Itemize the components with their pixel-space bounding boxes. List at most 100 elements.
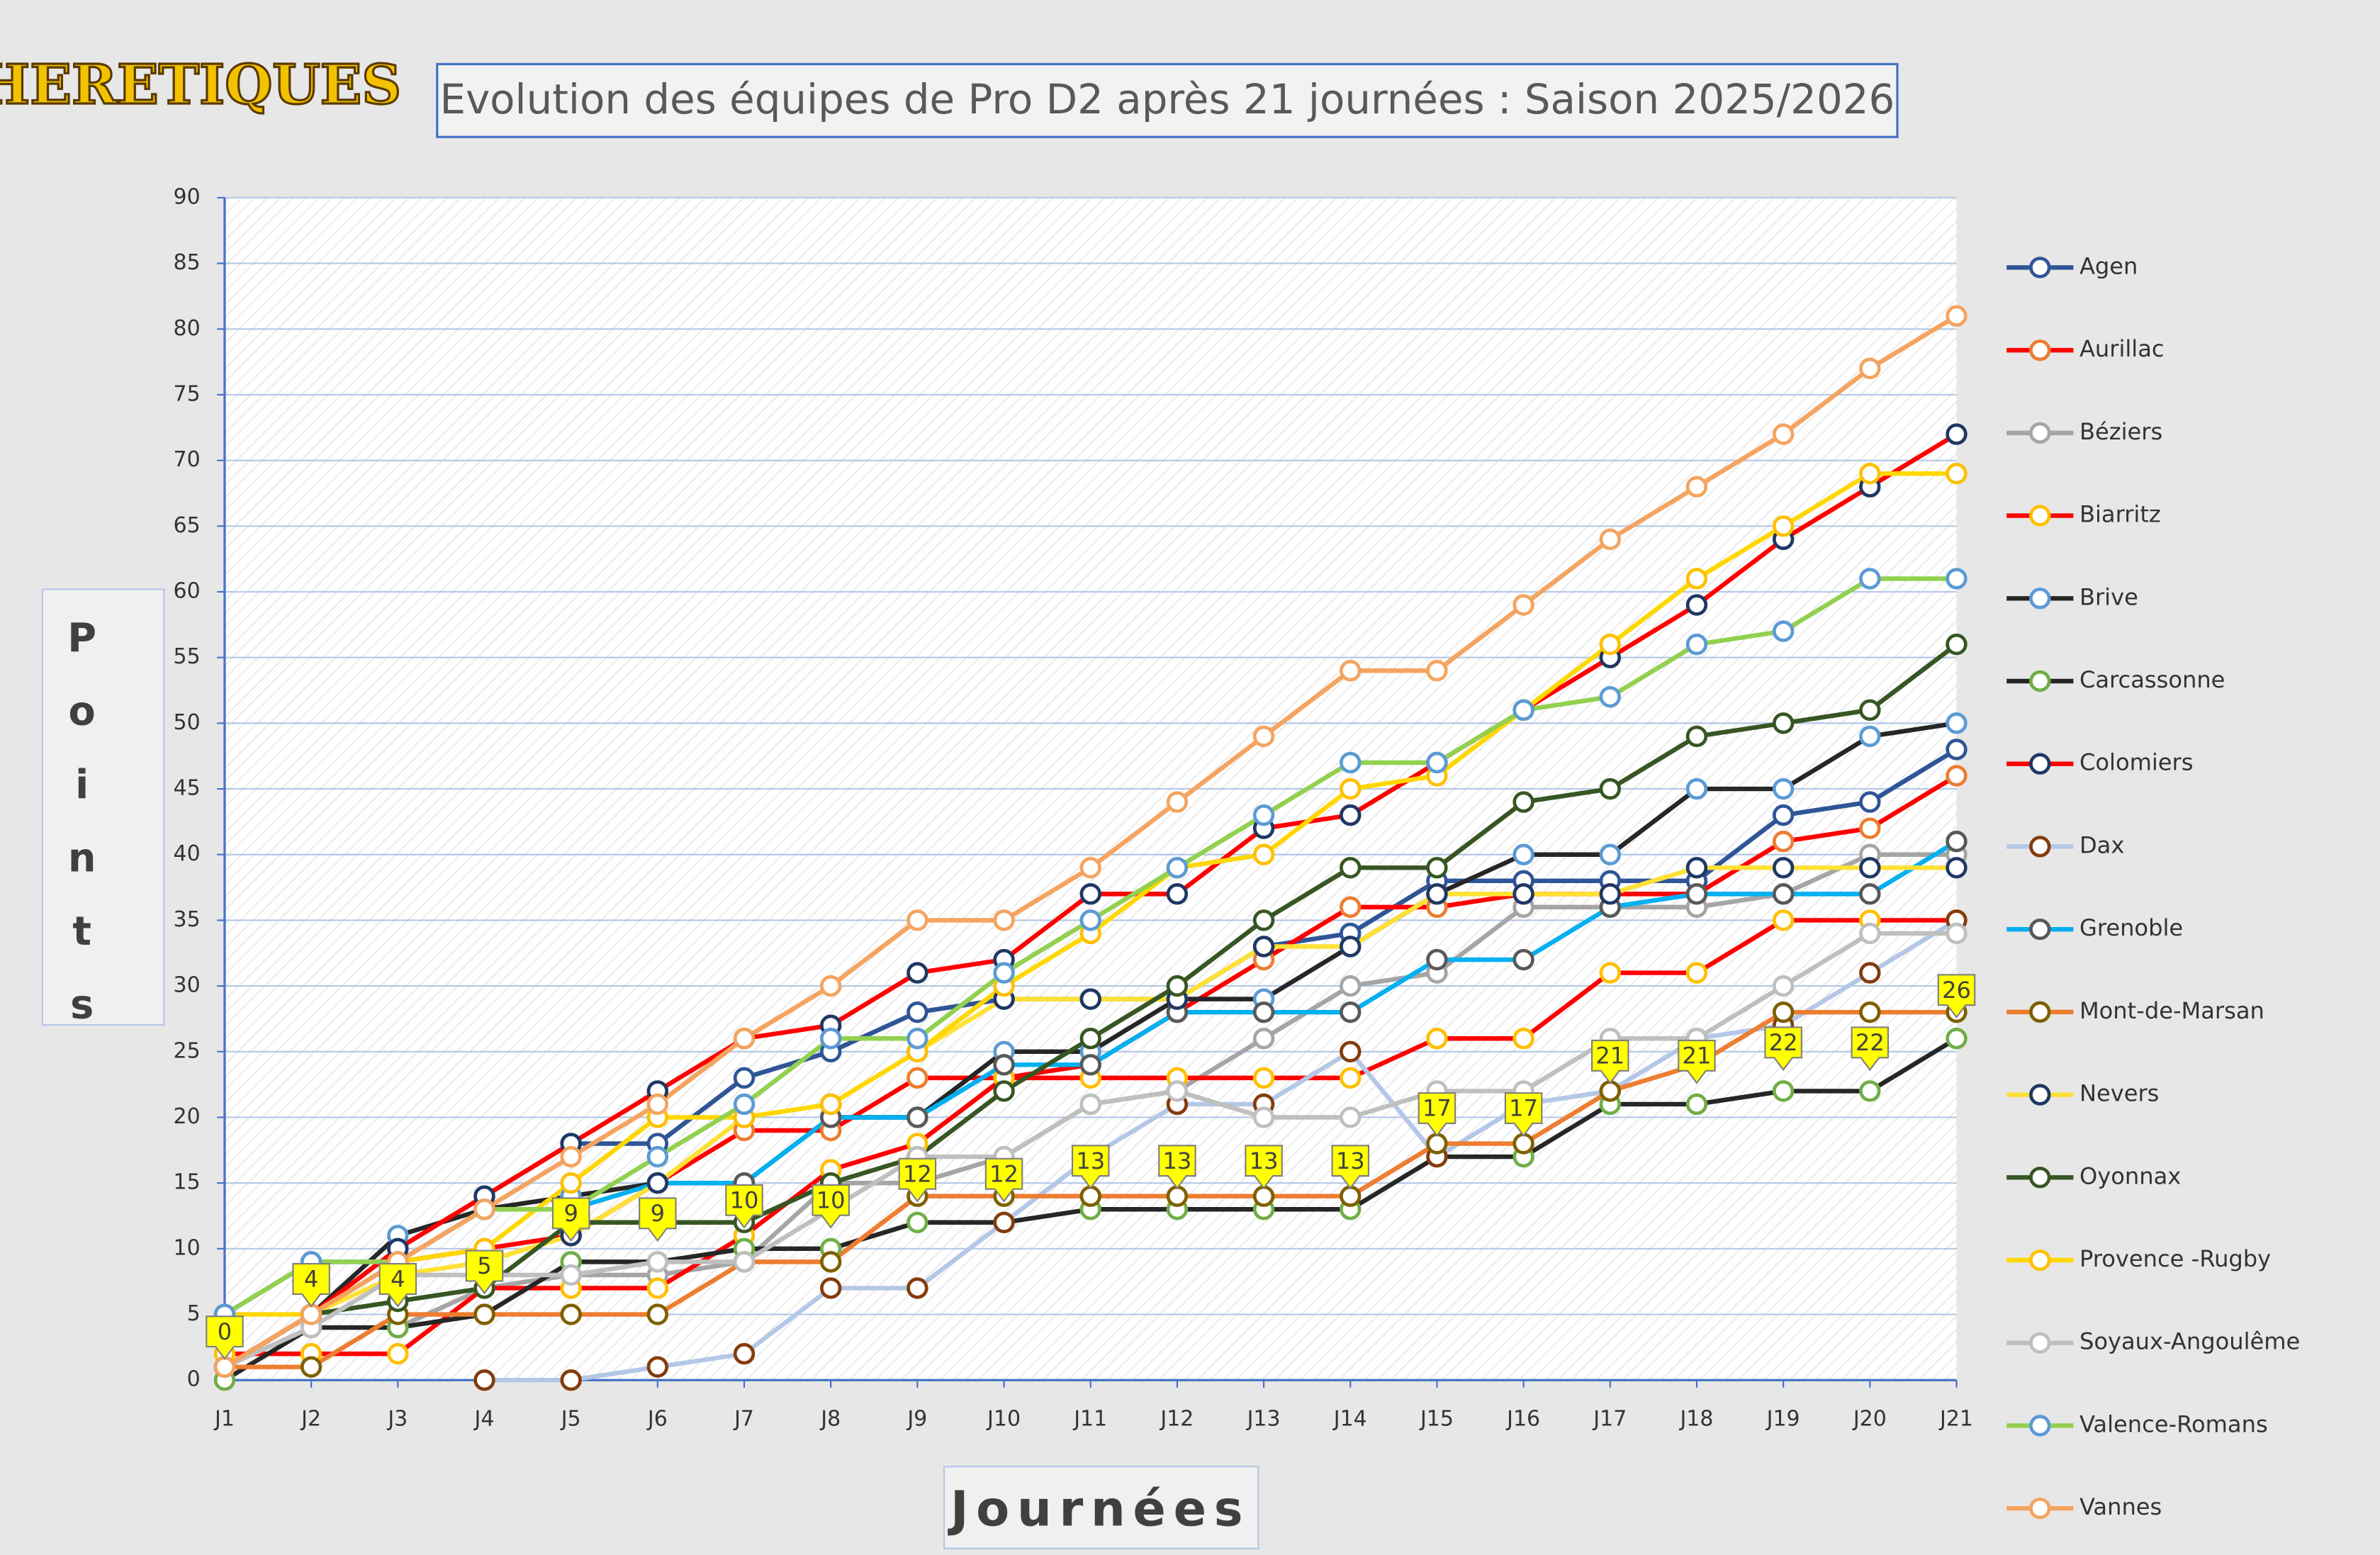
y-tick-label: 45: [174, 776, 201, 801]
point-marker: [1859, 817, 1881, 839]
point-marker: [1166, 975, 1189, 997]
point-marker: [993, 909, 1015, 931]
legend-marker: [2029, 1497, 2051, 1520]
point-marker: [1166, 883, 1189, 905]
data-label: 13: [1250, 1147, 1279, 1174]
x-tick-label: J20: [1852, 1406, 1887, 1431]
point-marker: [1426, 1133, 1448, 1155]
point-marker: [1859, 857, 1881, 879]
point-marker: [906, 1001, 928, 1023]
legend-label: Brive: [2079, 583, 2138, 610]
point-marker: [1685, 857, 1708, 879]
legend-marker: [2029, 257, 2051, 279]
legend-label: Mont-de-Marsan: [2079, 997, 2264, 1024]
point-marker: [1252, 804, 1275, 826]
data-label: 0: [218, 1318, 232, 1345]
y-tick-label: 20: [174, 1104, 201, 1129]
point-marker: [300, 1303, 322, 1325]
point-marker: [819, 1028, 842, 1050]
data-label-box: [1591, 1039, 1629, 1084]
point-marker: [1685, 883, 1708, 905]
data-label: 22: [1769, 1029, 1798, 1056]
point-marker: [906, 1277, 928, 1299]
point-marker: [1252, 1067, 1275, 1089]
point-marker: [1512, 948, 1534, 971]
data-label-box: [1764, 1026, 1802, 1072]
point-marker: [906, 962, 928, 984]
data-label: 13: [1336, 1147, 1365, 1174]
point-marker: [1166, 791, 1189, 813]
data-label-box: [1245, 1145, 1283, 1190]
point-marker: [1859, 568, 1881, 590]
point-marker: [1685, 633, 1708, 656]
point-marker: [646, 1303, 669, 1325]
point-marker: [1079, 1028, 1101, 1050]
point-marker: [1512, 699, 1534, 722]
point-marker: [733, 1067, 756, 1089]
legend-label: Provence -Rugby: [2079, 1245, 2271, 1272]
x-tick-label: J3: [386, 1406, 408, 1431]
point-marker: [1079, 988, 1101, 1010]
point-marker: [1079, 1185, 1101, 1207]
point-marker: [1772, 975, 1795, 997]
point-marker: [1599, 686, 1621, 708]
point-marker: [1599, 843, 1621, 865]
point-marker: [387, 1342, 409, 1365]
legend-marker: [2029, 918, 2051, 941]
point-marker: [733, 1028, 756, 1050]
point-marker: [1946, 305, 1968, 327]
point-marker: [1252, 725, 1275, 748]
point-marker: [1946, 765, 1968, 787]
data-label: 22: [1856, 1029, 1885, 1056]
y-tick-label: 75: [174, 381, 201, 406]
point-marker: [1946, 423, 1968, 445]
point-marker: [1426, 883, 1448, 905]
x-tick-label: J19: [1766, 1406, 1800, 1431]
y-tick-label: 25: [174, 1038, 201, 1063]
point-marker: [1252, 1001, 1275, 1023]
legend-marker: [2029, 1084, 2051, 1106]
data-label-box: [639, 1197, 677, 1242]
point-marker: [1772, 831, 1795, 853]
legend-marker: [2029, 422, 2051, 444]
x-tick-label: J17: [1592, 1406, 1627, 1431]
point-marker: [1772, 423, 1795, 445]
data-label: 10: [730, 1186, 759, 1213]
y-tick-label: 35: [174, 907, 201, 932]
data-label: 12: [989, 1160, 1018, 1187]
point-marker: [1946, 1028, 1968, 1050]
point-marker: [1166, 1080, 1189, 1102]
point-marker: [1946, 922, 1968, 945]
point-marker: [1340, 751, 1362, 774]
data-label: 4: [304, 1266, 318, 1293]
point-marker: [473, 1198, 495, 1220]
data-label: 21: [1683, 1043, 1712, 1070]
data-label: 10: [816, 1186, 846, 1213]
point-marker: [473, 1369, 495, 1391]
y-tick-label: 70: [174, 447, 201, 472]
point-marker: [1772, 712, 1795, 734]
point-marker: [1426, 1028, 1448, 1050]
y-label-box: [41, 588, 165, 1026]
y-tick-label: 30: [174, 973, 201, 998]
point-marker: [1426, 660, 1448, 682]
data-label-box: [206, 1315, 244, 1361]
point-marker: [1599, 962, 1621, 984]
legend-marker: [2029, 1167, 2051, 1189]
legend-marker: [2029, 1001, 2051, 1023]
point-marker: [819, 1093, 842, 1116]
x-tick-label: J13: [1246, 1406, 1281, 1431]
point-marker: [1685, 568, 1708, 590]
data-label-box: [1937, 974, 1976, 1019]
point-marker: [1426, 857, 1448, 879]
point-marker: [1859, 1001, 1881, 1023]
data-label-box: [725, 1184, 763, 1229]
x-tick-label: J4: [473, 1406, 495, 1431]
point-marker: [1426, 948, 1448, 971]
point-marker: [646, 1093, 669, 1116]
point-marker: [1512, 791, 1534, 813]
y-tick-label: 10: [174, 1235, 201, 1260]
x-tick-label: J14: [1332, 1406, 1367, 1431]
data-label: 17: [1422, 1095, 1452, 1122]
